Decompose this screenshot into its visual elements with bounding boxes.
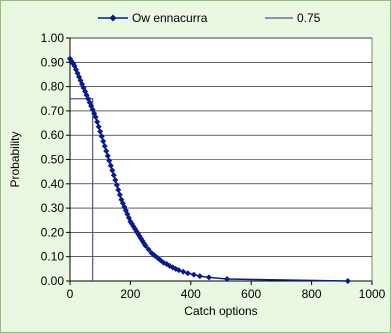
y-axis-ticks: 0.00 0.10 0.20 0.30 0.40 0.50 0.60 0.70 0.80 0.90…: [41, 31, 70, 288]
legend: Ow ennacurra 0.75: [98, 11, 321, 25]
data-point: [116, 191, 123, 198]
data-point: [106, 157, 113, 164]
x-tick-label: 1000: [359, 287, 386, 301]
legend-label-series-1: Ow ennacurra: [132, 11, 208, 25]
data-point: [109, 167, 116, 174]
y-tick-label: 1.00: [41, 31, 65, 45]
data-point: [104, 152, 111, 159]
x-tick-label: 600: [241, 287, 261, 301]
data-point: [100, 138, 107, 145]
y-tick-label: 0.40: [41, 177, 65, 191]
y-tick-label: 0.30: [41, 201, 65, 215]
x-tick-label: 400: [181, 287, 201, 301]
legend-label-series-2: 0.75: [297, 11, 321, 25]
y-tick-label: 0.70: [41, 104, 65, 118]
x-tick-label: 800: [302, 287, 322, 301]
y-tick-label: 0.50: [41, 153, 65, 167]
y-tick-label: 0.00: [41, 274, 65, 288]
gridlines: [70, 37, 372, 258]
x-tick-label: 0: [67, 287, 74, 301]
y-tick-label: 0.80: [41, 80, 65, 94]
series-line-threshold: [70, 98, 94, 281]
y-tick-label: 0.90: [41, 55, 65, 69]
data-point: [344, 278, 351, 284]
y-tick-label: 0.20: [41, 225, 65, 239]
data-point: [101, 143, 108, 150]
data-point: [107, 162, 114, 169]
series-group: [67, 55, 351, 284]
y-tick-label: 0.60: [41, 128, 65, 142]
y-axis-title: Probability: [8, 131, 22, 187]
data-point: [97, 128, 104, 135]
data-point: [196, 273, 203, 280]
data-point: [124, 211, 131, 218]
data-point: [95, 123, 102, 130]
data-point: [180, 268, 187, 275]
data-point: [115, 186, 122, 193]
data-point: [103, 147, 110, 154]
data-point: [113, 182, 120, 189]
x-tick-label: 200: [120, 287, 140, 301]
data-point: [98, 133, 105, 140]
data-point: [205, 274, 212, 281]
data-point: [110, 172, 117, 179]
x-axis-ticks: 0 200 400 600 800 1000: [67, 281, 386, 301]
data-point: [224, 276, 231, 283]
y-tick-label: 0.10: [41, 250, 65, 264]
data-point: [112, 177, 119, 184]
data-point: [145, 246, 152, 253]
x-axis-title: Catch options: [184, 304, 257, 318]
data-point: [94, 118, 101, 125]
data-point: [190, 271, 197, 278]
data-point: [92, 113, 99, 120]
data-point: [184, 270, 191, 277]
legend-marker-series-1: [109, 14, 117, 22]
data-point: [142, 242, 149, 249]
data-point: [175, 267, 182, 274]
